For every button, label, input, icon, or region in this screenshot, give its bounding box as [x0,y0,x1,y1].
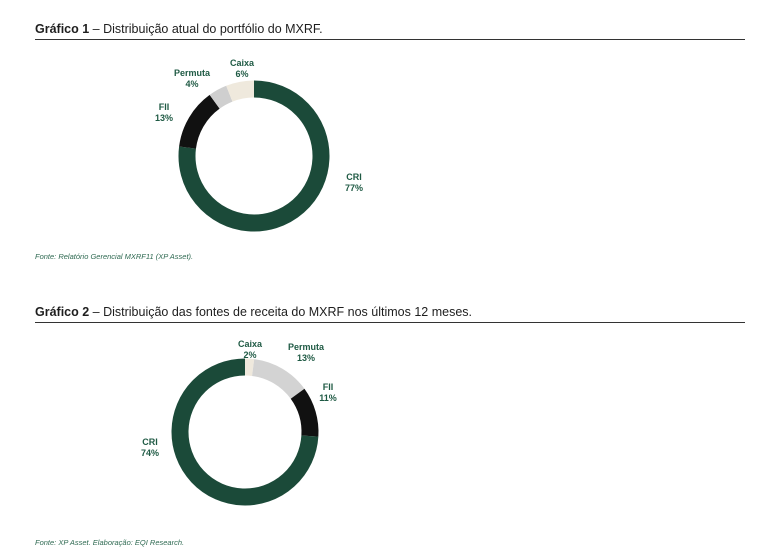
chart-1-source: Fonte: Relatório Gerencial MXRF11 (XP As… [35,252,194,261]
value-cri: 77% [345,183,363,193]
value-permuta: 4% [185,79,198,89]
value-cri: 74% [141,448,159,458]
chart-1-title-rest: – Distribuição atual do portfólio do MXR… [89,22,323,36]
label-caixa: Caixa [238,339,263,349]
value-caixa: 6% [235,69,248,79]
value-fii: 13% [155,113,173,123]
label-fii: FII [159,102,170,112]
label-cri: CRI [142,437,158,447]
label-caixa: Caixa [230,58,255,68]
slice-cri [171,358,319,506]
chart-1-title: Gráfico 1 – Distribuição atual do portfó… [35,22,745,40]
label-permuta: Permuta [174,68,211,78]
value-fii: 11% [319,393,337,403]
label-cri: CRI [346,172,362,182]
label-permuta: Permuta [288,342,325,352]
slice-caixa [226,80,255,102]
chart-2-title-rest: – Distribuição das fontes de receita do … [89,305,472,319]
chart-2-source: Fonte: XP Asset. Elaboração: EQI Researc… [35,538,185,547]
value-permuta: 13% [297,353,315,363]
chart-2-title-bold: Gráfico 2 [35,305,90,319]
slice-cri [178,80,330,232]
chart-2-title: Gráfico 2 – Distribuição das fontes de r… [35,305,745,323]
slice-permuta [209,85,233,109]
slice-fii [290,388,319,437]
chart-1-title-bold: Gráfico 1 [35,22,90,36]
label-fii: FII [323,382,334,392]
slice-permuta [251,359,305,400]
slice-fii [179,94,220,149]
value-caixa: 2% [243,350,256,360]
slice-caixa [244,358,255,376]
